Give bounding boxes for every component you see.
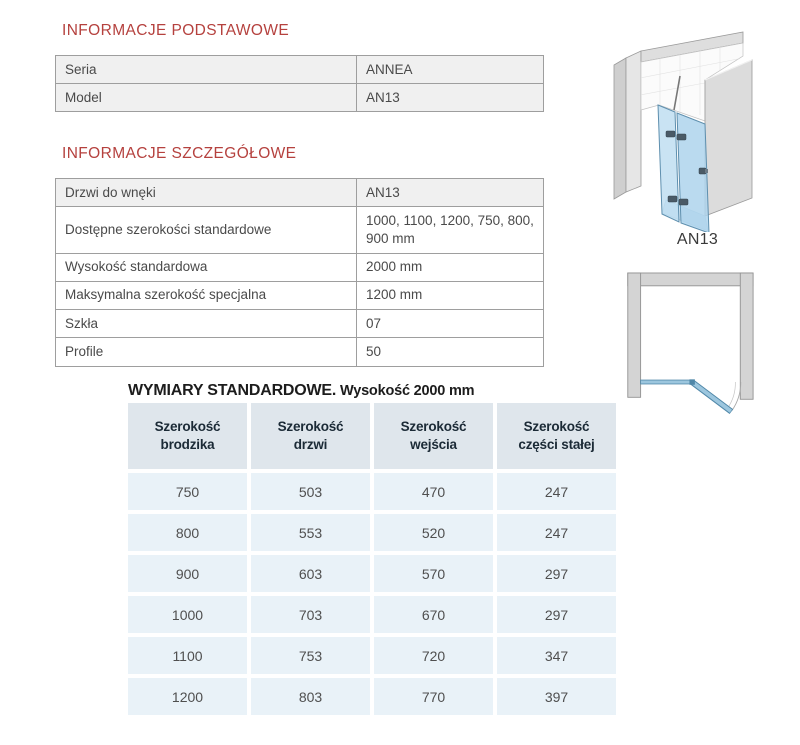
shower-door-3d-icon: [613, 31, 753, 232]
dimension-value: 750: [128, 473, 247, 510]
dimension-value: 803: [251, 678, 370, 715]
dimensions-column-header: Szerokość brodzika: [128, 403, 247, 469]
table-row: Dostępne szerokości standardowe 1000, 110…: [55, 206, 544, 254]
table-row: Model AN13: [55, 83, 544, 113]
dimension-value: 703: [251, 596, 370, 633]
detail-info-table: Drzwi do wnęki AN13 Dostępne szerokości st…: [55, 177, 544, 367]
row-value: 07: [356, 309, 544, 339]
row-value: ANNEA: [356, 54, 544, 85]
hinge-icons: [665, 130, 689, 206]
dimensions-column-header: Szerokość wejścia: [374, 403, 493, 469]
table-row: Profile 50: [55, 337, 544, 367]
shower-door-plan-icon: [627, 272, 754, 414]
row-value: 2000 mm: [356, 252, 544, 282]
row-label: Szkła: [55, 309, 357, 339]
row-value: 50: [356, 337, 544, 367]
dimension-value: 900: [128, 555, 247, 592]
dimensions-column-header: Szerokość drzwi: [251, 403, 370, 469]
row-label: Model: [55, 83, 357, 113]
dimension-value: 247: [497, 473, 616, 510]
dimension-value: 553: [251, 514, 370, 551]
row-value: AN13: [356, 83, 544, 113]
plan-view-illustration: [612, 262, 760, 430]
dimension-value: 720: [374, 637, 493, 674]
dimension-value: 1000: [128, 596, 247, 633]
dimension-value: 503: [251, 473, 370, 510]
row-label: Seria: [55, 54, 357, 85]
dimensions-heading-subtitle: Wysokość 2000 mm: [336, 383, 475, 399]
dimension-value: 800: [128, 514, 247, 551]
dimension-value: 297: [497, 596, 616, 633]
model-label: AN13: [676, 231, 719, 248]
dimensions-row: 800 553 520 247: [128, 514, 616, 551]
dimension-value: 570: [374, 555, 493, 592]
table-row: Szkła 07: [55, 309, 544, 339]
section-title-basic-info: INFORMACJE PODSTAWOWE: [62, 22, 290, 39]
row-value: AN13: [356, 177, 544, 208]
dimensions-column-header: Szerokość części stałej: [497, 403, 616, 469]
table-row: Wysokość standardowa 2000 mm: [55, 252, 544, 282]
section-title-detail-info: INFORMACJE SZCZEGÓŁOWE: [62, 145, 297, 162]
table-row: Seria ANNEA: [55, 54, 544, 85]
standard-dimensions-table: Szerokość brodzika Szerokość drzwi Szeroko…: [124, 399, 620, 719]
dimension-value: 603: [251, 555, 370, 592]
dimension-value: 520: [374, 514, 493, 551]
dimension-value: 247: [497, 514, 616, 551]
dimension-value: 397: [497, 678, 616, 715]
row-label: Profile: [55, 337, 357, 367]
dimensions-heading: WYMIARY STANDARDOWE. Wysokość 2000 mm: [128, 382, 475, 400]
row-label: Drzwi do wnęki: [55, 177, 357, 208]
table-row: Drzwi do wnęki AN13: [55, 177, 544, 208]
dimensions-row: 1200 803 770 397: [128, 678, 616, 715]
dimension-value: 470: [374, 473, 493, 510]
row-label: Wysokość standardowa: [55, 252, 357, 282]
dimension-value: 770: [374, 678, 493, 715]
handle-icon: [698, 167, 708, 175]
table-row: Maksymalna szerokość specjalna 1200 mm: [55, 280, 544, 311]
dimension-value: 1200: [128, 678, 247, 715]
row-value: 1000, 1100, 1200, 750, 800, 900 mm: [356, 206, 544, 254]
row-value: 1200 mm: [356, 280, 544, 311]
dimension-value: 753: [251, 637, 370, 674]
row-label: Maksymalna szerokość specjalna: [55, 280, 357, 311]
dimension-value: 670: [374, 596, 493, 633]
dimensions-heading-title: WYMIARY STANDARDOWE.: [128, 382, 337, 399]
basic-info-table: Seria ANNEA Model AN13: [55, 54, 544, 113]
dimensions-row: 1000 703 670 297: [128, 596, 616, 633]
dimensions-row: 1100 753 720 347: [128, 637, 616, 674]
dimension-value: 1100: [128, 637, 247, 674]
dimensions-row: 750 503 470 247: [128, 473, 616, 510]
dimensions-header-row: Szerokość brodzika Szerokość drzwi Szeroko…: [128, 403, 616, 469]
isometric-shower-door-illustration: [600, 20, 795, 232]
row-label: Dostępne szerokości standardowe: [55, 206, 357, 254]
dimension-value: 297: [497, 555, 616, 592]
dimensions-row: 900 603 570 297: [128, 555, 616, 592]
dimension-value: 347: [497, 637, 616, 674]
